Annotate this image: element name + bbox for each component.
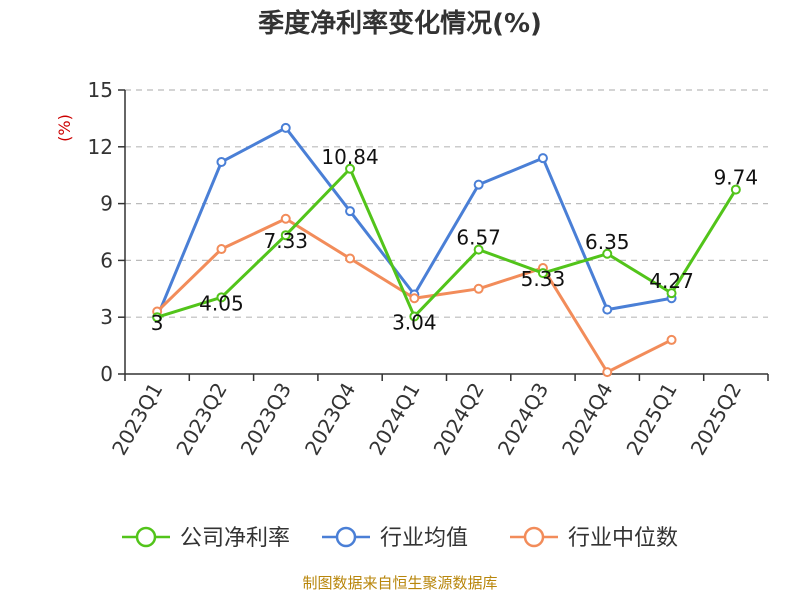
legend-marker bbox=[335, 526, 357, 548]
chart-title: 季度净利率变化情况(%) bbox=[258, 8, 542, 39]
series-2 bbox=[152, 213, 677, 378]
data-point bbox=[666, 288, 677, 299]
data-label: 7.33 bbox=[263, 229, 308, 253]
x-tick-label: 2025Q2 bbox=[686, 379, 746, 460]
data-point bbox=[730, 184, 741, 195]
x-tick-label: 2024Q4 bbox=[557, 379, 617, 460]
series-line bbox=[156, 167, 738, 319]
legend-item: 公司净利率 bbox=[122, 526, 290, 551]
data-point bbox=[409, 293, 420, 304]
y-tick-label: 0 bbox=[100, 362, 113, 386]
y-tick-label: 12 bbox=[88, 135, 113, 159]
data-point bbox=[345, 253, 356, 264]
data-point bbox=[473, 283, 484, 294]
data-point bbox=[152, 312, 163, 323]
series-line bbox=[155, 126, 672, 318]
source-note: 制图数据来自恒生聚源数据库 bbox=[302, 574, 497, 592]
data-label: 6.35 bbox=[585, 230, 630, 254]
data-point bbox=[216, 156, 227, 167]
legend-label: 行业中位数 bbox=[568, 526, 678, 551]
legend-item: 行业中位数 bbox=[510, 526, 678, 551]
x-tick-label: 2023Q4 bbox=[300, 379, 360, 460]
x-tick-label: 2024Q3 bbox=[493, 379, 553, 460]
data-point bbox=[216, 292, 227, 303]
x-tick-label: 2023Q3 bbox=[236, 379, 296, 460]
data-point bbox=[602, 304, 613, 315]
data-point bbox=[345, 163, 356, 174]
data-label: 10.84 bbox=[321, 145, 378, 169]
data-point bbox=[666, 334, 677, 345]
legend-marker bbox=[135, 526, 157, 548]
legend-label: 行业均值 bbox=[380, 526, 468, 551]
data-label: 5.33 bbox=[521, 267, 566, 291]
y-tick-label: 3 bbox=[100, 305, 113, 329]
legend-marker bbox=[523, 526, 545, 548]
legend: 公司净利率 行业均值 行业中位数 bbox=[122, 526, 678, 551]
y-tick-label: 15 bbox=[88, 78, 113, 102]
data-label: 6.57 bbox=[456, 226, 501, 250]
data-point bbox=[280, 122, 291, 133]
x-tick-label: 2024Q1 bbox=[364, 379, 424, 460]
data-point bbox=[537, 153, 548, 164]
data-label: 4.27 bbox=[649, 269, 694, 293]
grid-lines bbox=[125, 89, 768, 318]
data-label: 4.05 bbox=[199, 291, 244, 315]
x-tick-label: 2025Q1 bbox=[621, 379, 681, 460]
data-point bbox=[473, 244, 484, 255]
legend-item: 行业均值 bbox=[322, 526, 468, 551]
x-tick-label: 2023Q2 bbox=[171, 379, 231, 460]
data-point bbox=[280, 213, 291, 224]
data-label: 9.74 bbox=[714, 166, 759, 190]
data-point bbox=[537, 268, 548, 279]
data-point bbox=[409, 311, 420, 322]
series-layer bbox=[152, 122, 741, 378]
x-tick-label: 2023Q1 bbox=[107, 379, 167, 460]
x-tick-label: 2024Q2 bbox=[429, 379, 489, 460]
series-0 bbox=[152, 163, 741, 323]
data-point bbox=[345, 206, 356, 217]
data-label: 3 bbox=[151, 311, 164, 335]
y-tick-label: 6 bbox=[100, 248, 113, 272]
y-axis-unit: (%) bbox=[55, 114, 74, 142]
data-point bbox=[473, 179, 484, 190]
data-point bbox=[602, 248, 613, 259]
data-point bbox=[216, 244, 227, 255]
data-labels: 3 4.05 7.33 10.84 3.04 6.57 5.33 6.35 4.27 9.74 bbox=[151, 145, 758, 335]
data-point bbox=[280, 230, 291, 241]
y-tick-label: 9 bbox=[100, 192, 113, 216]
data-label: 3.04 bbox=[392, 310, 437, 334]
legend-label: 公司净利率 bbox=[180, 526, 290, 551]
data-point bbox=[602, 367, 613, 378]
